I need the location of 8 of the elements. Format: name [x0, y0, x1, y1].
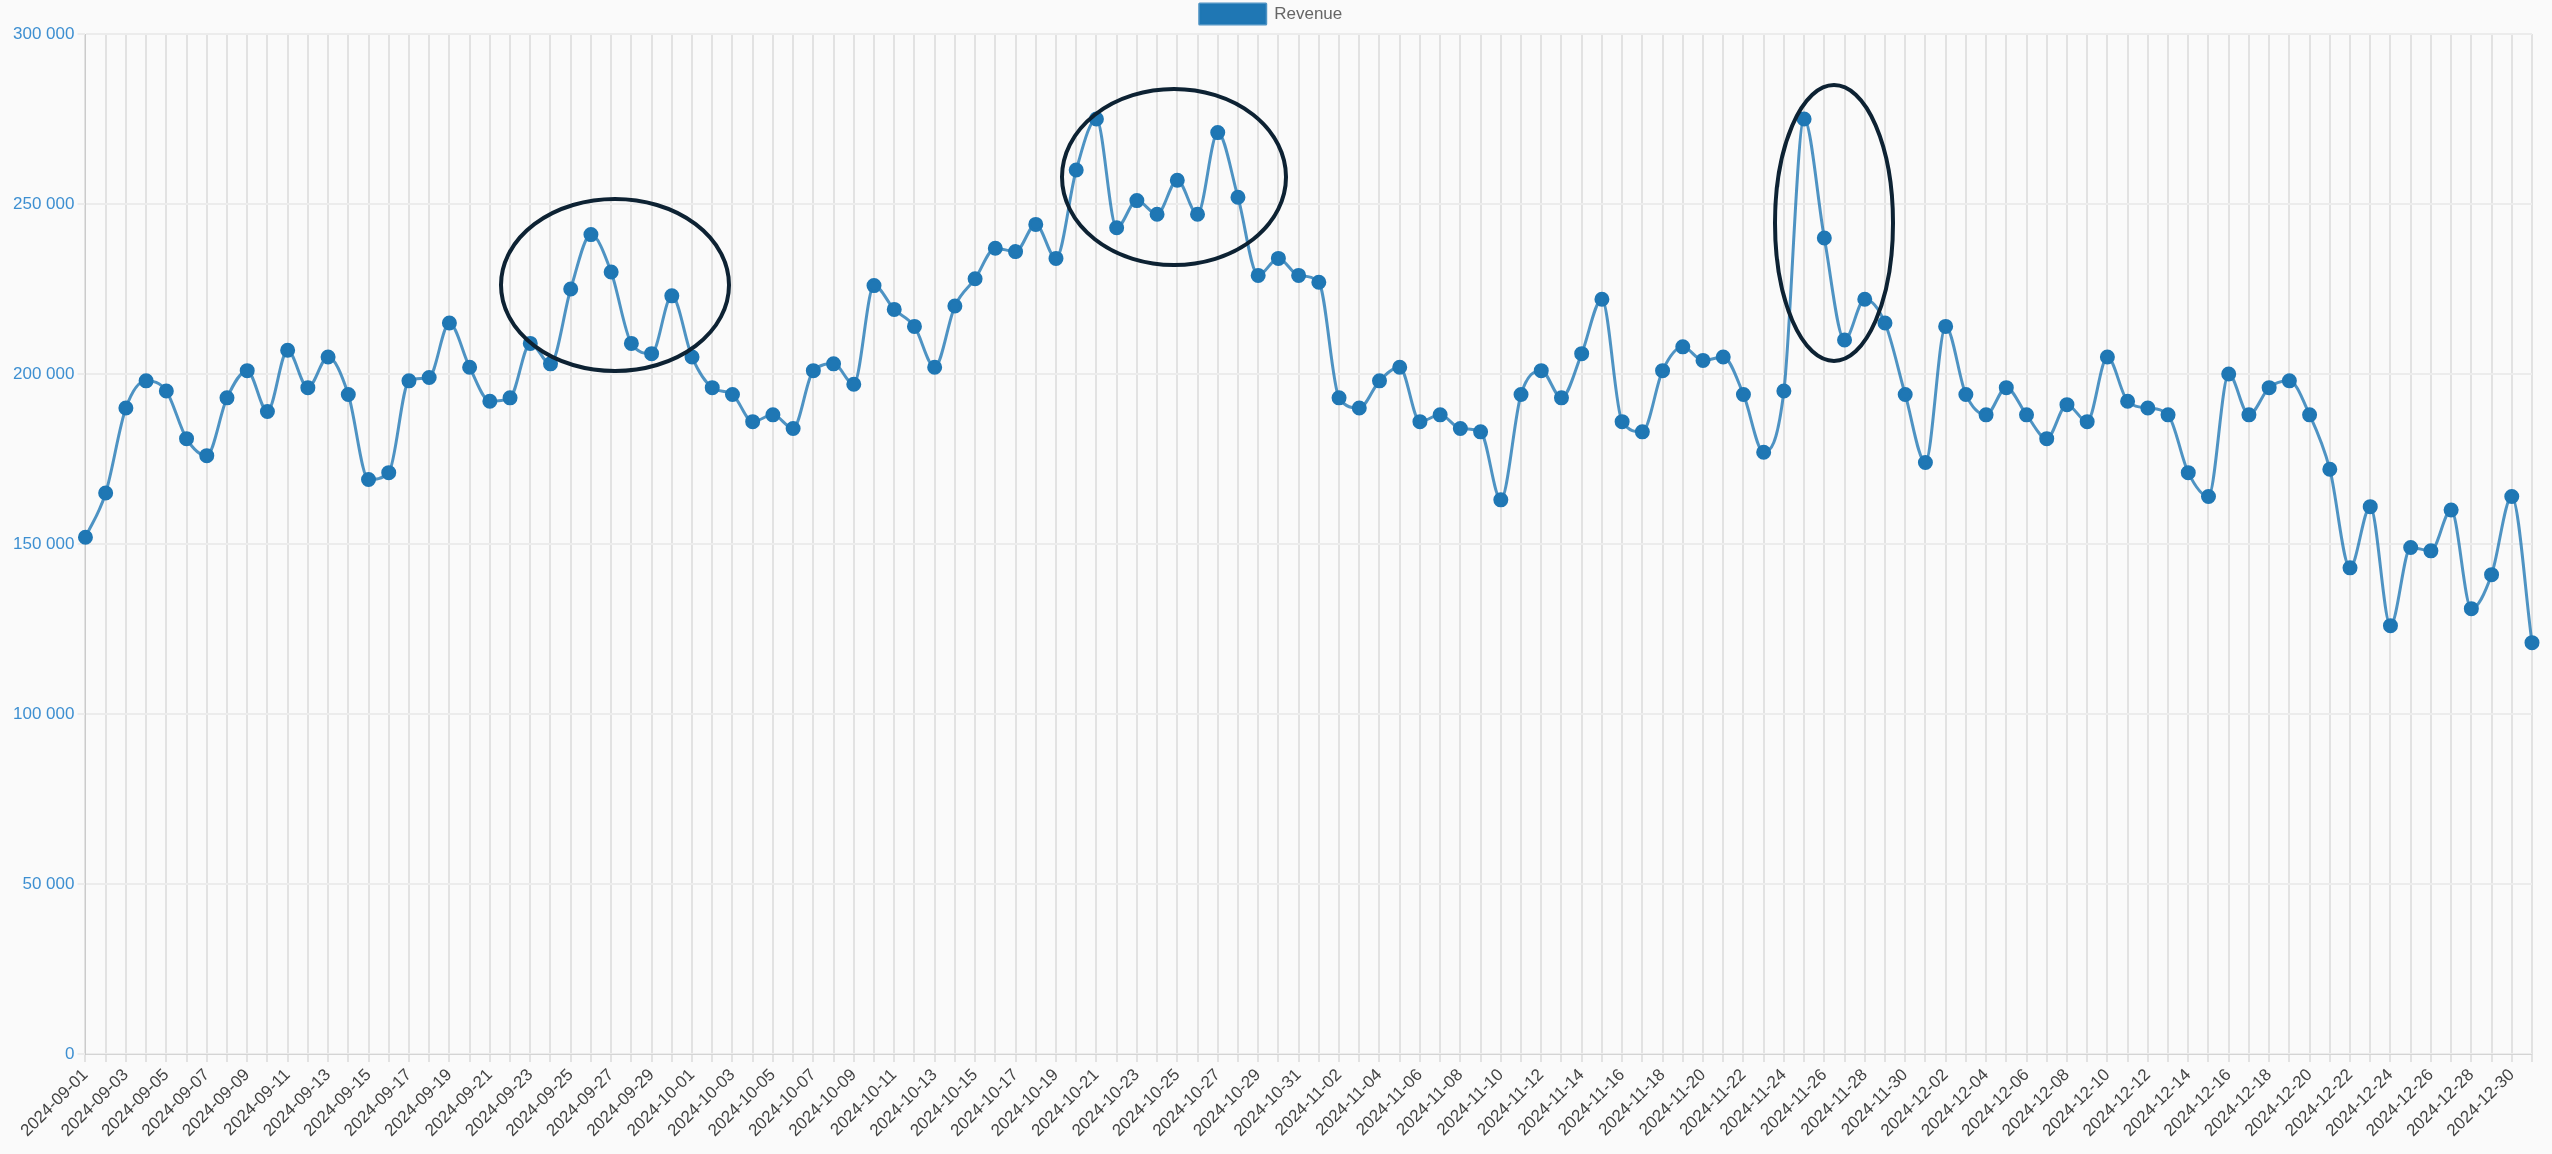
y-tick-label: 250 000 — [13, 193, 75, 213]
y-tick-label: 200 000 — [13, 363, 75, 383]
y-tick-label: 150 000 — [13, 533, 75, 553]
y-tick-label: 300 000 — [13, 23, 75, 43]
y-tick-label: 100 000 — [13, 703, 75, 723]
y-tick-label: 50 000 — [22, 873, 75, 893]
legend-label: Revenue — [1274, 3, 1343, 23]
y-tick-label: 0 — [64, 1043, 75, 1063]
